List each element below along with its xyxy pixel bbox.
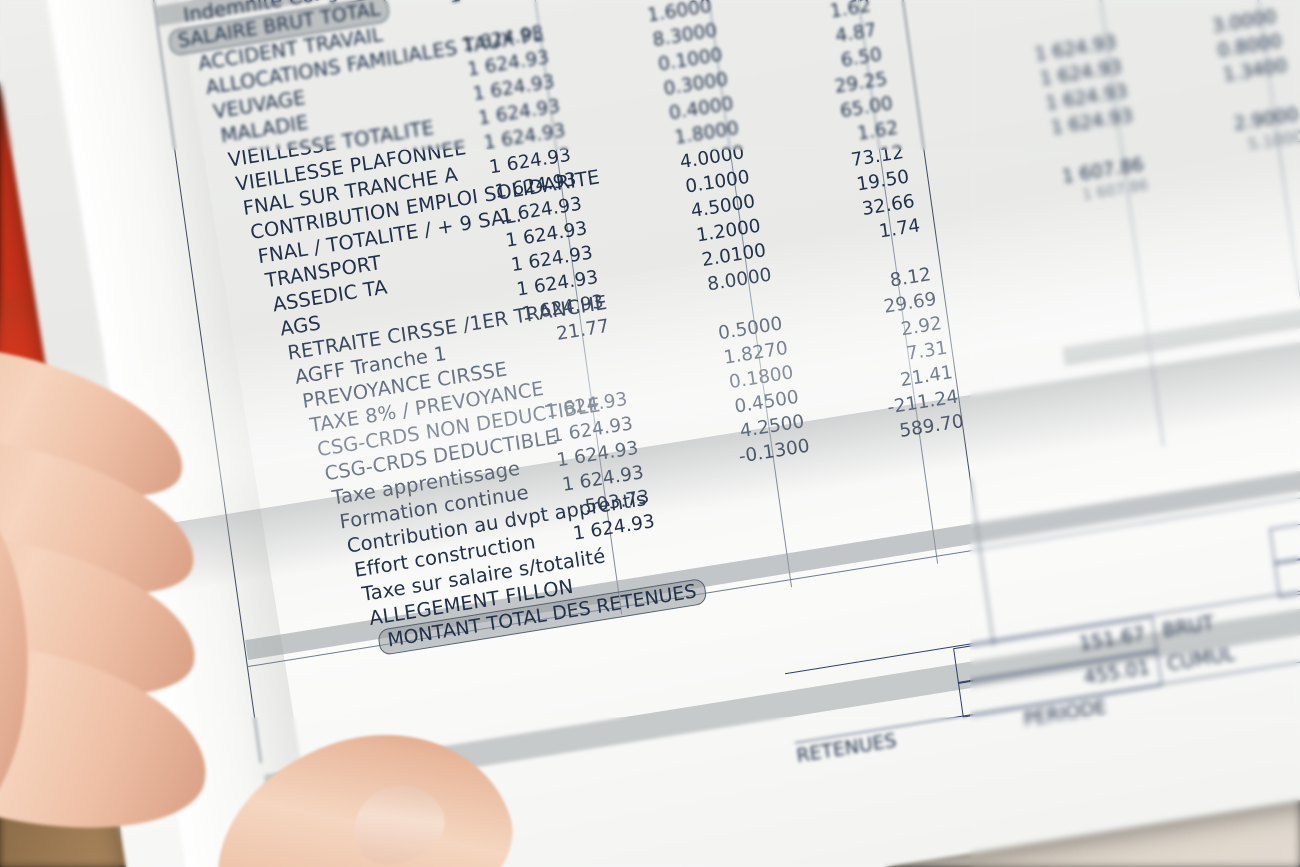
dof-blur-bottom bbox=[0, 717, 1300, 867]
